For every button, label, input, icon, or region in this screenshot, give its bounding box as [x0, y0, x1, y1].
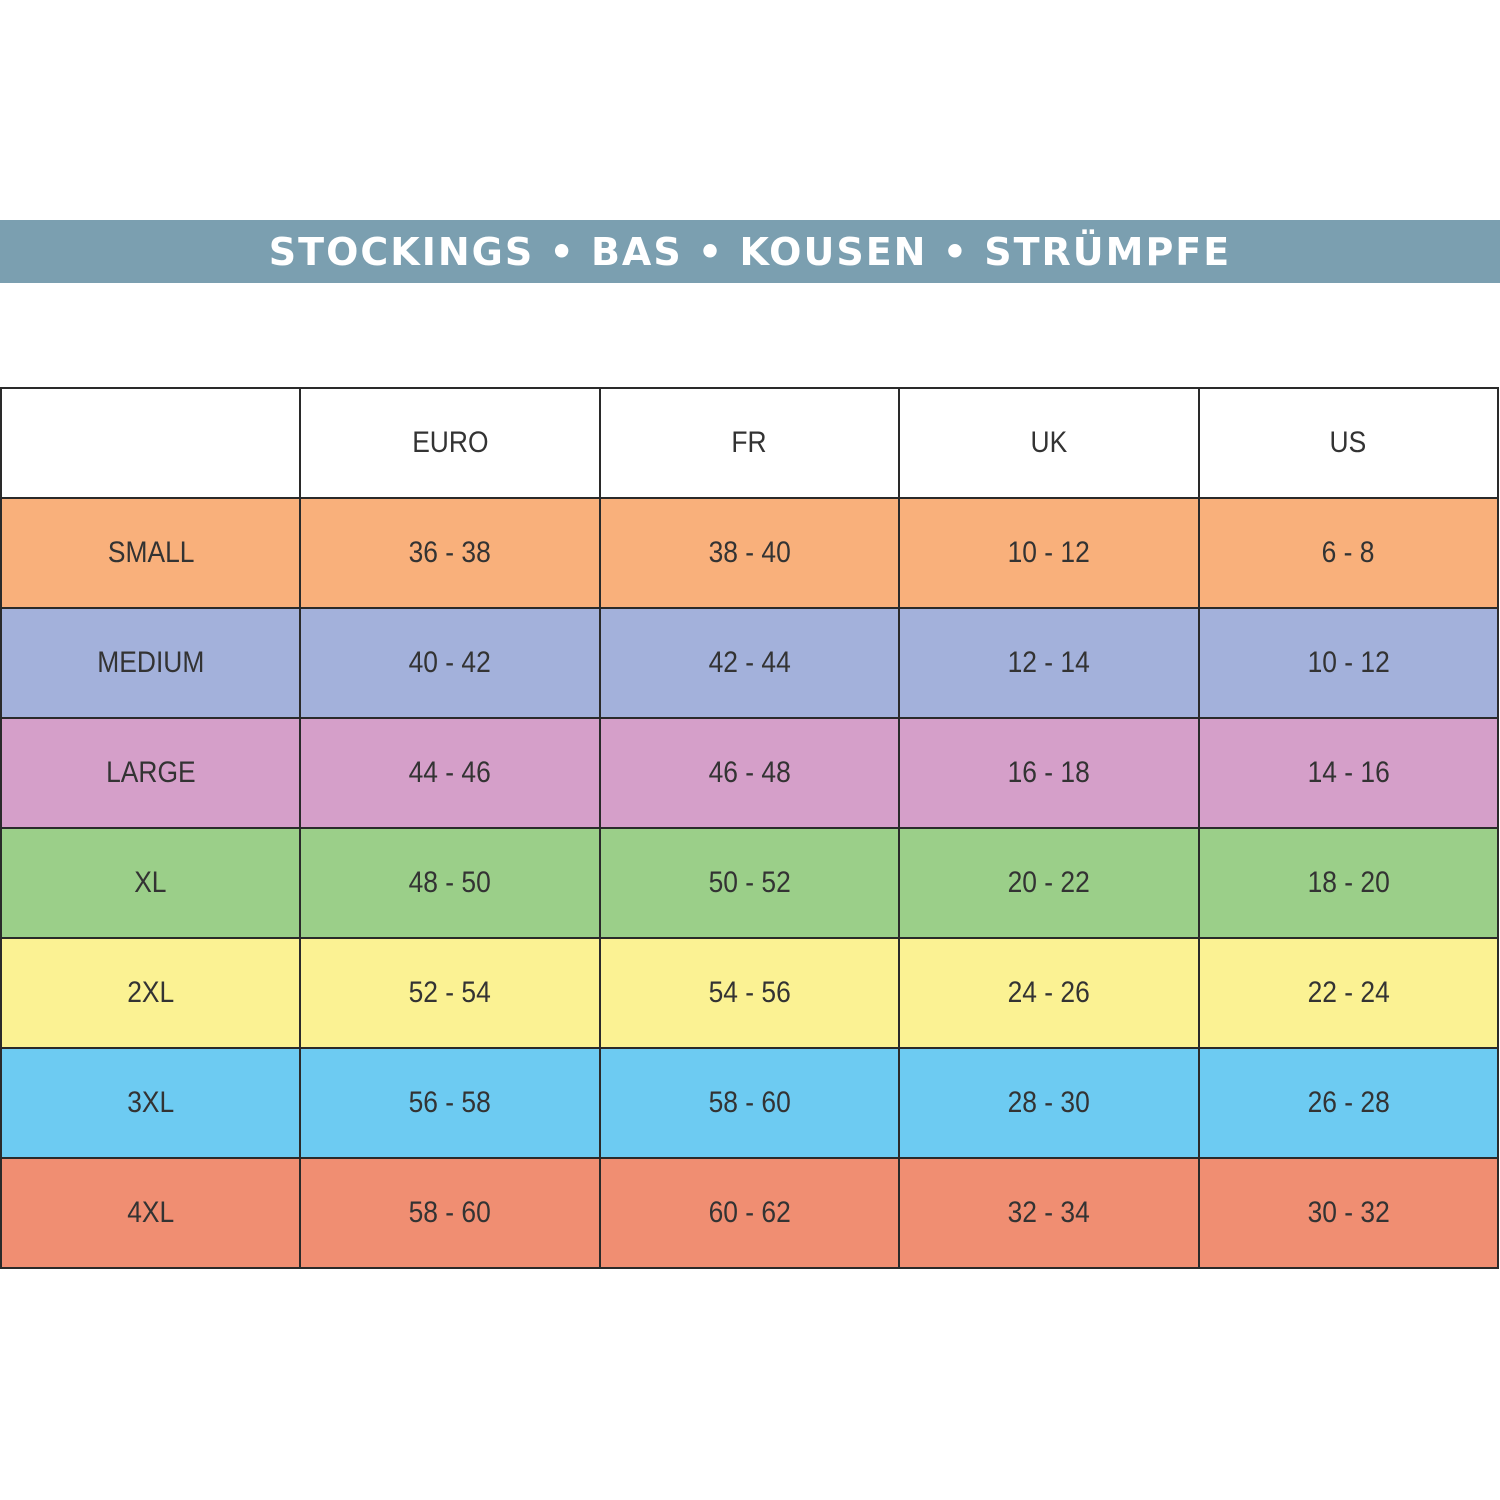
size-cell: XL	[0, 827, 302, 939]
table-row: 3XL 56 - 58 58 - 60 28 - 30 26 - 28	[0, 1048, 1500, 1159]
header-cell-us: US	[1197, 387, 1500, 499]
us-cell: 10 - 12	[1197, 608, 1500, 719]
euro-cell: 48 - 50	[299, 827, 601, 939]
table-row: 4XL 58 - 60 60 - 62 32 - 34 30 - 32	[0, 1158, 1500, 1269]
size-cell: 3XL	[0, 1048, 302, 1159]
header-cell-uk: UK	[898, 387, 1200, 499]
fr-cell: 38 - 40	[598, 497, 901, 609]
table-row: LARGE 44 - 46 46 - 48 16 - 18 14 - 16	[0, 718, 1500, 829]
header-cell-euro: EURO	[299, 387, 601, 499]
uk-cell: 10 - 12	[898, 497, 1200, 609]
table-row: SMALL 36 - 38 38 - 40 10 - 12 6 - 8	[0, 497, 1500, 609]
fr-cell: 54 - 56	[598, 938, 901, 1049]
size-cell: SMALL	[0, 497, 302, 609]
page-title: STOCKINGS • BAS • KOUSEN • STRÜMPFE	[268, 229, 1232, 274]
euro-cell: 40 - 42	[299, 608, 601, 719]
us-cell: 6 - 8	[1197, 497, 1500, 609]
header-cell-fr: FR	[598, 387, 901, 499]
fr-cell: 58 - 60	[598, 1048, 901, 1159]
size-cell: 2XL	[0, 938, 302, 1049]
uk-cell: 20 - 22	[898, 827, 1200, 939]
fr-cell: 46 - 48	[598, 718, 901, 829]
size-cell: LARGE	[0, 718, 302, 829]
uk-cell: 12 - 14	[898, 608, 1200, 719]
uk-cell: 16 - 18	[898, 718, 1200, 829]
uk-cell: 24 - 26	[898, 938, 1200, 1049]
header-row: EURO FR UK US	[0, 387, 1500, 499]
fr-cell: 50 - 52	[598, 827, 901, 939]
fr-cell: 42 - 44	[598, 608, 901, 719]
size-table: EURO FR UK US SMALL 36 - 38 38 - 40 10 -…	[0, 387, 1500, 1269]
us-cell: 22 - 24	[1197, 938, 1500, 1049]
euro-cell: 58 - 60	[299, 1158, 601, 1269]
header-cell-empty	[0, 387, 302, 499]
size-cell: MEDIUM	[0, 608, 302, 719]
title-banner: STOCKINGS • BAS • KOUSEN • STRÜMPFE	[0, 220, 1500, 283]
us-cell: 30 - 32	[1197, 1158, 1500, 1269]
us-cell: 18 - 20	[1197, 827, 1500, 939]
table-row: 2XL 52 - 54 54 - 56 24 - 26 22 - 24	[0, 938, 1500, 1049]
euro-cell: 56 - 58	[299, 1048, 601, 1159]
euro-cell: 36 - 38	[299, 497, 601, 609]
size-cell: 4XL	[0, 1158, 302, 1269]
euro-cell: 52 - 54	[299, 938, 601, 1049]
uk-cell: 28 - 30	[898, 1048, 1200, 1159]
us-cell: 14 - 16	[1197, 718, 1500, 829]
table-row: MEDIUM 40 - 42 42 - 44 12 - 14 10 - 12	[0, 608, 1500, 719]
fr-cell: 60 - 62	[598, 1158, 901, 1269]
us-cell: 26 - 28	[1197, 1048, 1500, 1159]
table-row: XL 48 - 50 50 - 52 20 - 22 18 - 20	[0, 827, 1500, 939]
euro-cell: 44 - 46	[299, 718, 601, 829]
uk-cell: 32 - 34	[898, 1158, 1200, 1269]
